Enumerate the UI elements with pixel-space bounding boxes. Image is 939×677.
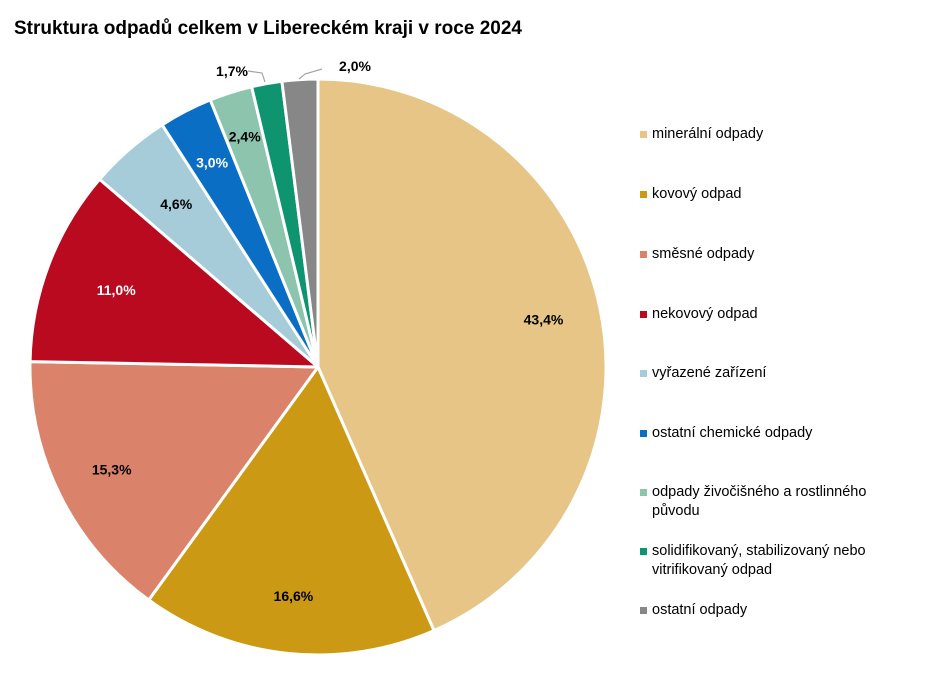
data-label-ostatni-chemicke-odpady: 3,0%: [196, 154, 228, 170]
data-label-kovovy-odpad: 16,6%: [274, 588, 314, 604]
pie-slice-mineralni-odpady: [316, 77, 608, 633]
legend-label: solidifikovaný, stabilizovaný nebo vitrif…: [652, 542, 866, 580]
legend-label: nekovový odpad: [652, 305, 758, 324]
legend-label: minerální odpady: [652, 125, 763, 144]
leader-line-solidifikovany-stabilizovany-nebo-vitrifikovany-odpad: [247, 70, 266, 83]
data-label-vyrazene-zarizeni: 4,6%: [160, 196, 192, 212]
legend-swatch: [640, 191, 647, 198]
legend-label-line1: minerální odpady: [652, 126, 764, 142]
pie-slice-smesne-odpady: [28, 360, 320, 602]
legend-label: ostatní odpady: [652, 601, 747, 620]
legend-label-line1: odpady živočišného a rostlinného: [652, 484, 867, 500]
legend-label-line2: původu: [652, 503, 700, 519]
legend-swatch: [640, 548, 647, 555]
legend-label: vyřazené zařízení: [652, 364, 766, 383]
data-label-ostatni-odpady: 2,0%: [339, 58, 371, 74]
legend-swatch: [640, 131, 647, 138]
legend-label-line1: směsné odpady: [652, 246, 755, 262]
legend-label-line1: ostatní chemické odpady: [652, 425, 813, 441]
data-label-odpady-zivocisneho-a-rostlinneho-puvodu: 2,4%: [229, 129, 261, 145]
pie-slice-nekovovy-odpad: [28, 177, 320, 369]
legend-item-ostatni-chemicke-odpady: ostatní chemické odpady: [640, 424, 930, 443]
chart-title: Struktura odpadů celkem v Libereckém kra…: [14, 18, 522, 39]
data-label-mineralni-odpady: 43,4%: [524, 312, 564, 328]
legend-swatch: [640, 311, 647, 318]
legend-swatch: [640, 489, 647, 496]
chart-legend: minerální odpady kovový odpad směsné odpad…: [640, 0, 930, 677]
data-label-smesne-odpady: 15,3%: [92, 462, 132, 478]
legend-label: směsné odpady: [652, 245, 754, 264]
pie-slice-ostatni-odpady: [280, 77, 320, 369]
leader-line-ostatni-odpady: [298, 68, 323, 80]
legend-label: kovový odpad: [652, 185, 741, 204]
data-label-nekovovy-odpad: 11,0%: [97, 282, 136, 298]
data-label-solidifikovany-stabilizovany-nebo-vitrifikovany-odpad: 1,7%: [216, 63, 248, 79]
legend-label-line2: vitrifikovaný odpad: [652, 562, 773, 578]
legend-item-nekovovy-odpad: nekovový odpad: [640, 305, 930, 324]
legend-swatch: [640, 607, 647, 614]
legend-item-solidifikovany-stabilizovany-nebo-vitrifikovany-odpad: solidifikovaný, stabilizovaný nebo vitrif…: [640, 542, 930, 580]
legend-swatch: [640, 430, 647, 437]
legend-item-odpady-zivocisneho-a-rostlinneho-puvodu: odpady živočišného a rostlinného původu: [640, 483, 930, 521]
legend-item-ostatni-odpady: ostatní odpady: [640, 601, 930, 620]
pie-slice-kovovy-odpad: [147, 365, 436, 657]
legend-item-mineralni-odpady: minerální odpady: [640, 125, 930, 144]
legend-item-kovovy-odpad: kovový odpad: [640, 185, 930, 204]
legend-label-line1: nekovový odpad: [652, 306, 758, 322]
legend-item-vyrazene-zarizeni: vyřazené zařízení: [640, 364, 930, 383]
legend-label: odpady živočišného a rostlinného původu: [652, 483, 866, 521]
legend-item-smesne-odpady: směsné odpady: [640, 245, 930, 264]
legend-label: ostatní chemické odpady: [652, 424, 812, 443]
legend-swatch: [640, 251, 647, 258]
legend-label-line1: kovový odpad: [652, 186, 742, 202]
legend-label-line1: solidifikovaný, stabilizovaný nebo: [652, 543, 866, 559]
legend-swatch: [640, 370, 647, 377]
legend-label-line1: vyřazené zařízení: [652, 365, 767, 381]
legend-label-line1: ostatní odpady: [652, 602, 748, 618]
